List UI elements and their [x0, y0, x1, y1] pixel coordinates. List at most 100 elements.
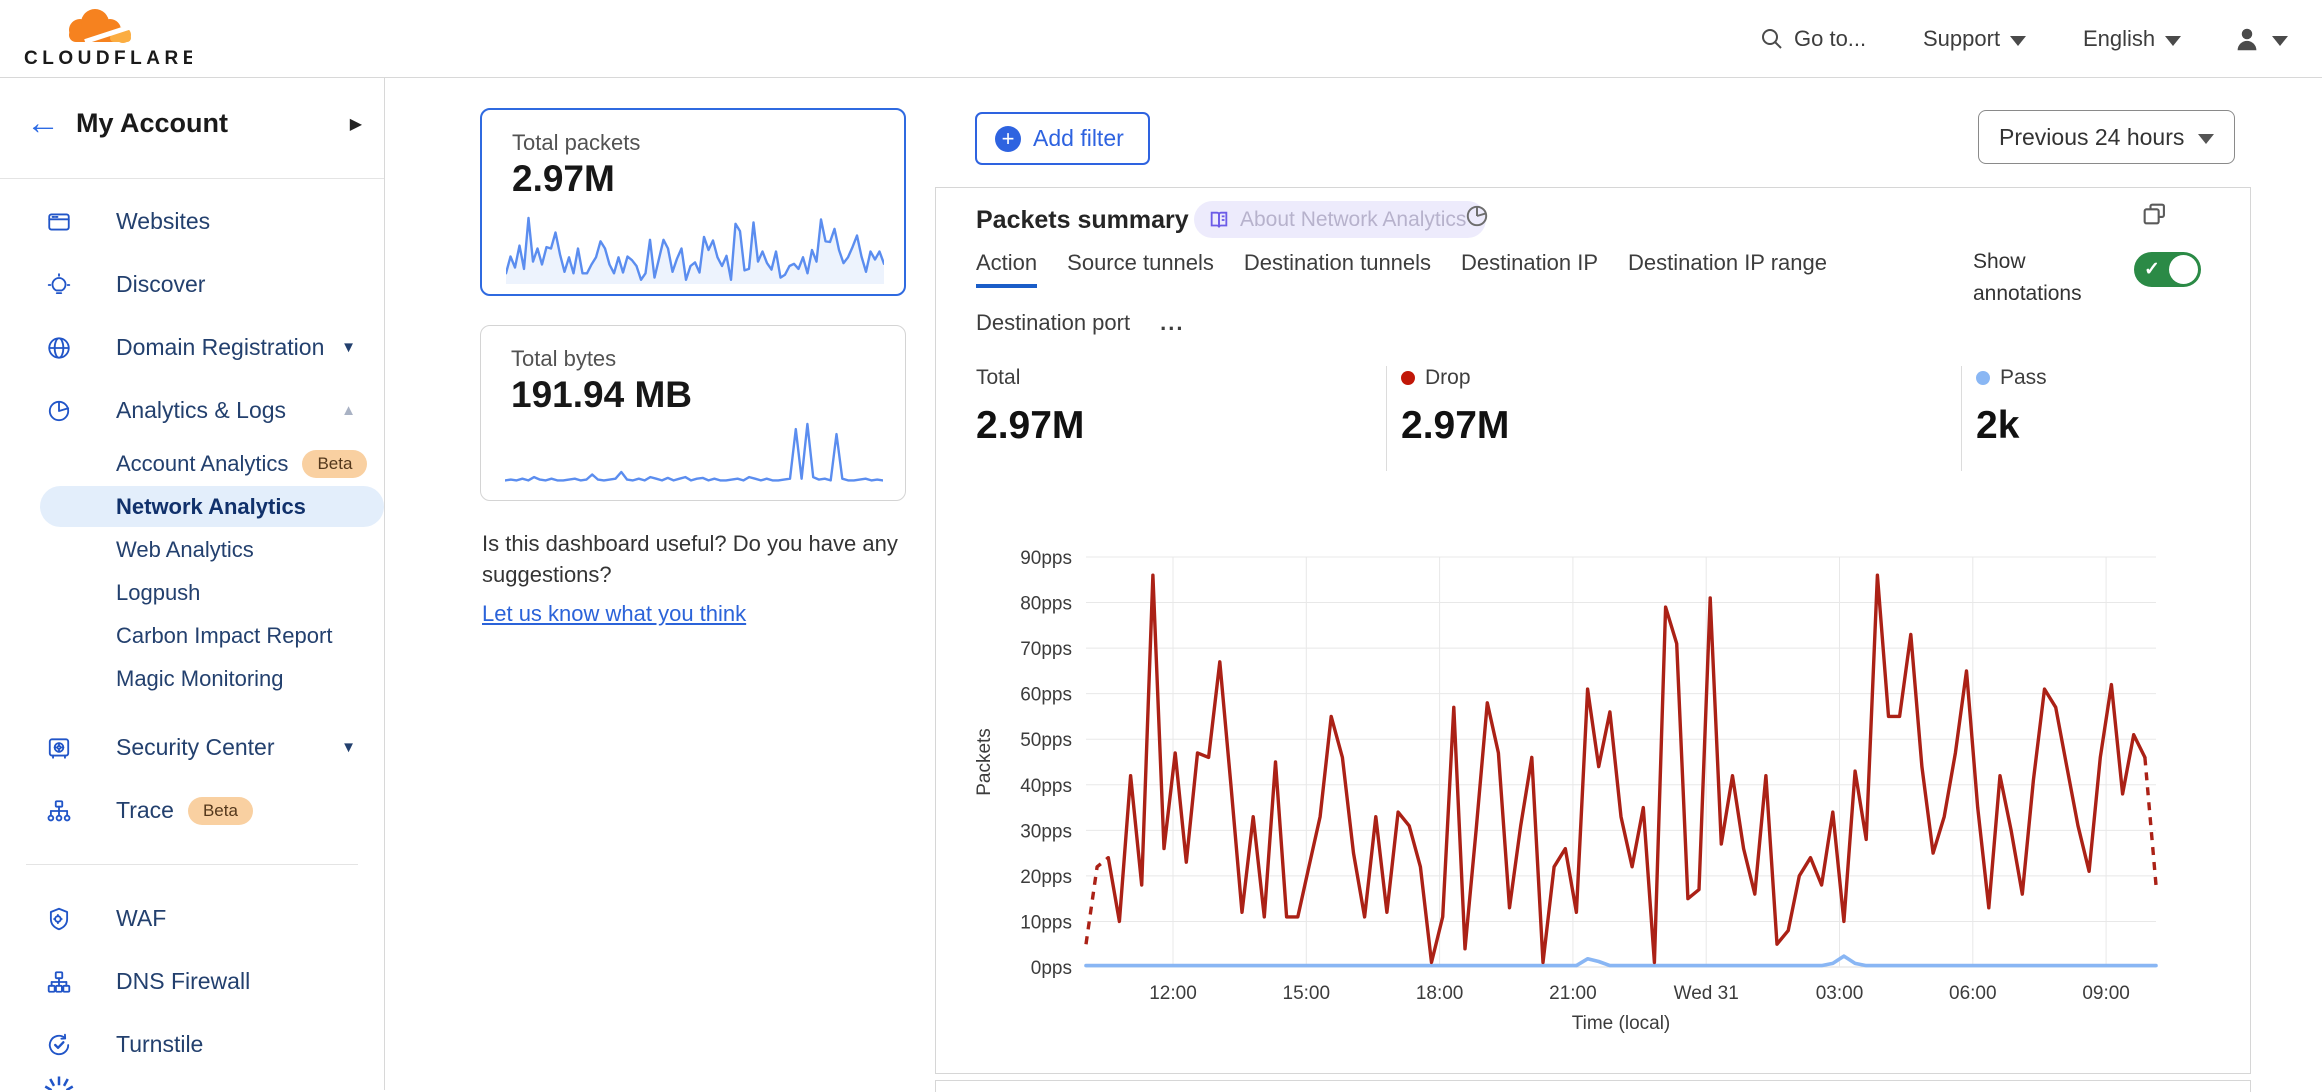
- sidebar-item-turnstile[interactable]: Turnstile: [0, 1013, 384, 1076]
- tab-destination-ip[interactable]: Destination IP: [1461, 250, 1599, 275]
- sidebar-item-trace[interactable]: Trace Beta: [0, 779, 384, 842]
- time-range-label: Previous 24 hours: [1999, 123, 2185, 150]
- sidebar-item-label: Analytics & Logs: [116, 397, 287, 423]
- sidebar-item-label: Discover: [116, 271, 206, 297]
- about-network-analytics-badge[interactable]: About Network Analytics: [1194, 201, 1487, 238]
- tab-destination-ip-range[interactable]: Destination IP range: [1628, 250, 1827, 275]
- svg-text:Packets: Packets: [974, 728, 995, 796]
- add-filter-button[interactable]: + Add filter: [975, 112, 1150, 165]
- sidebar-item-network-analytics[interactable]: Network Analytics: [0, 485, 384, 528]
- back-arrow-icon[interactable]: ←: [26, 104, 60, 142]
- globe-icon: [48, 336, 70, 359]
- chevron-down-icon: ▼: [341, 339, 356, 356]
- more-tabs-button[interactable]: ...: [1160, 310, 1185, 335]
- svg-text:03:00: 03:00: [1816, 983, 1864, 1004]
- chevron-down-icon: [2165, 35, 2182, 46]
- beta-badge: Beta: [187, 796, 253, 825]
- svg-text:06:00: 06:00: [1949, 983, 1997, 1004]
- svg-text:Wed 31: Wed 31: [1674, 983, 1739, 1004]
- svg-text:10pps: 10pps: [1020, 912, 1072, 933]
- beta-badge: Beta: [302, 449, 368, 478]
- stat-value: 2k: [1976, 404, 2020, 447]
- language-menu[interactable]: English: [2083, 0, 2182, 78]
- account-menu[interactable]: [2232, 0, 2288, 78]
- sidebar-item-web-analytics[interactable]: Web Analytics: [0, 528, 384, 571]
- search-icon: [1762, 29, 1782, 49]
- card-value: 2.97M: [512, 158, 615, 199]
- total-packets-card[interactable]: Total packets 2.97M: [480, 108, 906, 296]
- total-bytes-card[interactable]: Total bytes 191.94 MB: [480, 325, 906, 501]
- svg-text:12:00: 12:00: [1149, 983, 1197, 1004]
- feedback-block: Is this dashboard useful? Do you have an…: [482, 528, 927, 630]
- user-icon: [2237, 28, 2257, 51]
- sidebar-item-dns-firewall[interactable]: DNS Firewall: [0, 950, 384, 1013]
- panel-title: Packets summary: [976, 206, 1189, 234]
- pie-chart-icon[interactable]: [1464, 203, 1490, 229]
- sidebar-item-logpush[interactable]: Logpush: [0, 571, 384, 614]
- stats-row: Total 2.97M Drop 2.97M Pass 2k: [936, 366, 2250, 476]
- sidebar-item-carbon-impact-report[interactable]: Carbon Impact Report: [0, 614, 384, 657]
- browser-icon: [48, 212, 70, 231]
- goto-label: Go to...: [1794, 26, 1867, 51]
- goto-search[interactable]: Go to...: [1760, 0, 1866, 78]
- selected-pill: [40, 486, 384, 527]
- svg-text:18:00: 18:00: [1416, 983, 1464, 1004]
- sidebar-item-label: Websites: [116, 208, 211, 234]
- bytes-sparkline: [505, 422, 883, 482]
- account-header: ← My Account ▶: [0, 78, 384, 178]
- feedback-link[interactable]: Let us know what you think: [482, 601, 747, 627]
- tab-source-tunnels[interactable]: Source tunnels: [1067, 250, 1214, 275]
- svg-text:0pps: 0pps: [1031, 958, 1072, 979]
- chevron-down-icon: ▼: [341, 739, 356, 756]
- pie-icon: [48, 400, 70, 421]
- stat-label: Total: [976, 366, 1021, 389]
- divider: [26, 864, 358, 865]
- sidebar-nav: Websites Discover Domain Registration ▼ Anal…: [0, 190, 384, 1090]
- svg-text:50pps: 50pps: [1020, 730, 1072, 751]
- sidebar-item-domain-registration[interactable]: Domain Registration ▼: [0, 316, 384, 379]
- sidebar-item-magic-monitoring[interactable]: Magic Monitoring: [0, 657, 384, 700]
- top-header: CLOUDFLARE Go to... Support English: [0, 0, 2322, 78]
- sidebar-item-analytics-logs[interactable]: Analytics & Logs ▲: [0, 379, 384, 442]
- sidebar-item-label: Network Analytics: [116, 493, 306, 519]
- support-menu[interactable]: Support: [1923, 0, 2027, 78]
- sidebar-item-label: Account Analytics Beta: [116, 449, 368, 478]
- time-range-dropdown[interactable]: Previous 24 hours: [1978, 110, 2236, 164]
- expand-panel-icon[interactable]: [2140, 200, 2168, 228]
- sidebar-item-websites[interactable]: Websites: [0, 190, 384, 253]
- svg-text:20pps: 20pps: [1020, 867, 1072, 888]
- check-icon: ✓: [2144, 259, 2160, 280]
- svg-text:30pps: 30pps: [1020, 821, 1072, 842]
- safe-icon: [48, 737, 70, 759]
- sidebar-item-label: Magic Monitoring: [116, 665, 284, 691]
- show-annotations-toggle[interactable]: ✓: [2134, 252, 2201, 287]
- sidebar-item-label: Trace Beta: [116, 796, 253, 825]
- add-filter-label: Add filter: [1033, 125, 1124, 151]
- svg-text:70pps: 70pps: [1020, 639, 1072, 660]
- chevron-right-icon[interactable]: ▶: [349, 116, 362, 133]
- divider: [1961, 366, 1962, 471]
- divider: [1386, 366, 1387, 471]
- svg-text:15:00: 15:00: [1283, 983, 1331, 1004]
- tab-destination-tunnels[interactable]: Destination tunnels: [1243, 250, 1432, 275]
- sidebar-item-discover[interactable]: Discover: [0, 253, 384, 316]
- svg-text:90pps: 90pps: [1020, 548, 1072, 569]
- divider: [0, 178, 384, 179]
- sidebar-item-security-center[interactable]: Security Center ▼: [0, 716, 384, 779]
- stat-drop: Drop 2.97M: [1401, 366, 1509, 448]
- tab-action[interactable]: Action: [976, 250, 1038, 288]
- dimension-tabs: Action Source tunnels Destination tunnels D…: [976, 250, 1961, 348]
- bulb-icon: [47, 272, 71, 294]
- sidebar-item-waf[interactable]: WAF: [0, 887, 384, 950]
- about-badge-label: About Network Analytics: [1240, 207, 1467, 231]
- turnstile-icon: [48, 1033, 70, 1055]
- chevron-down-icon: [2198, 133, 2215, 144]
- sidebar-item-label: Security Center: [116, 734, 275, 760]
- card-title: Total packets: [512, 130, 641, 155]
- tab-destination-port[interactable]: Destination port: [976, 310, 1131, 335]
- cloudflare-logo[interactable]: CLOUDFLARE: [22, 8, 192, 70]
- svg-text:09:00: 09:00: [2082, 983, 2130, 1004]
- toggle-knob: [2169, 255, 2198, 284]
- feedback-text: Is this dashboard useful? Do you have an…: [482, 531, 898, 588]
- sidebar-item-account-analytics[interactable]: Account Analytics Beta: [0, 442, 384, 485]
